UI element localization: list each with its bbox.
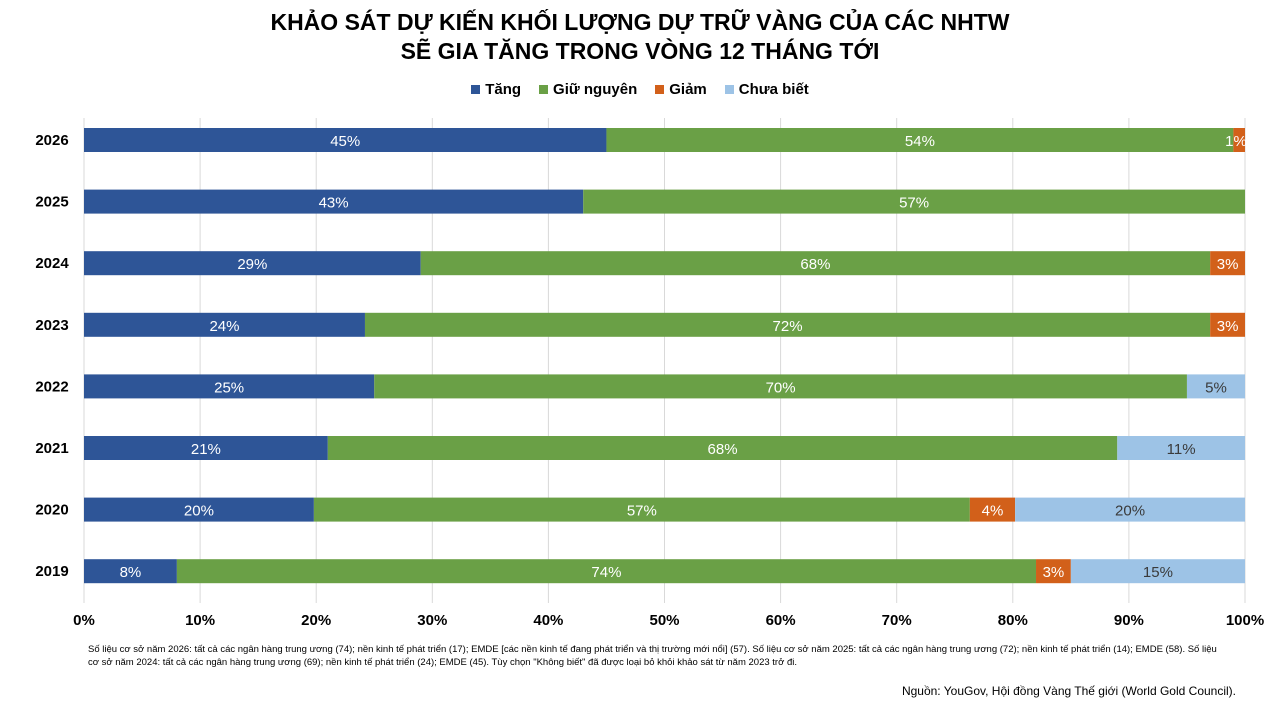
chart-title-line-2: SẼ GIA TĂNG TRONG VÒNG 12 THÁNG TỚI — [400, 38, 880, 64]
data-label: 5% — [1205, 379, 1227, 396]
bar-segment — [583, 189, 1245, 214]
y-category-label: 2019 — [35, 563, 68, 580]
bar-segment — [1070, 559, 1245, 584]
legend-swatch-giu-nguyen — [539, 85, 549, 94]
bar-segment — [1233, 128, 1245, 152]
x-tick-label: 50% — [649, 612, 679, 629]
x-tick-label: 30% — [417, 612, 447, 629]
data-label: 21% — [191, 441, 221, 458]
legend-label-giam: Giảm — [669, 81, 707, 98]
bar-segment — [84, 436, 328, 460]
data-label: 15% — [1143, 564, 1173, 581]
y-category-label: 2025 — [35, 194, 68, 211]
y-category-label: 2020 — [35, 502, 68, 519]
data-label: 68% — [708, 441, 738, 458]
legend-item-chua-biet: Chưa biết — [724, 81, 809, 98]
chart-legend: Tăng Giữ nguyên Giảm Chưa biết — [0, 81, 1280, 98]
y-category-label: 2026 — [35, 132, 68, 149]
data-label: 24% — [209, 318, 239, 335]
data-label: 57% — [899, 195, 929, 212]
bar-segment — [364, 312, 1211, 337]
bar-segment — [1210, 251, 1245, 276]
bar-segment — [327, 436, 1118, 460]
x-tick-label: 70% — [882, 612, 912, 629]
bar-segment — [374, 374, 1187, 399]
bar-segment — [84, 189, 584, 214]
data-label: 4% — [982, 503, 1004, 520]
bar-segment — [84, 312, 365, 337]
x-tick-label: 40% — [533, 612, 563, 629]
bar-segment — [1210, 312, 1245, 337]
x-tick-label: 60% — [766, 612, 796, 629]
data-label: 45% — [330, 133, 360, 150]
data-label: 54% — [905, 133, 935, 150]
bar-segment — [84, 251, 421, 276]
chart-title: KHẢO SÁT DỰ KIẾN KHỐI LƯỢNG DỰ TRỮ VÀNG … — [0, 8, 1280, 66]
x-tick-label: 80% — [998, 612, 1028, 629]
data-label: 20% — [184, 503, 214, 520]
x-tick-label: 20% — [301, 612, 331, 629]
bar-segment — [1036, 559, 1071, 584]
legend-swatch-giam — [655, 85, 665, 94]
y-category-label: 2023 — [35, 317, 68, 334]
bar-segment — [420, 251, 1211, 276]
data-label: 8% — [120, 564, 142, 581]
legend-label-chua-biet: Chưa biết — [738, 81, 809, 98]
bar-segment — [84, 497, 314, 522]
data-label: 43% — [319, 195, 349, 212]
data-label: 20% — [1115, 503, 1145, 520]
bar-segment — [1015, 497, 1245, 522]
bar-segment — [84, 128, 607, 152]
footnote: Số liệu cơ sở năm 2026: tất cả các ngân … — [88, 644, 1217, 668]
x-tick-label: 90% — [1114, 612, 1144, 629]
data-label: 3% — [1043, 564, 1065, 581]
bar-segment — [313, 497, 970, 522]
y-category-label: 2024 — [35, 255, 69, 272]
bar-segment — [1186, 374, 1245, 399]
y-category-label: 2021 — [35, 440, 68, 457]
data-label: 57% — [627, 503, 657, 520]
bar-segment — [84, 559, 177, 584]
legend-swatch-chua-biet — [724, 85, 734, 94]
data-label: 25% — [214, 379, 244, 396]
bar-segment — [969, 497, 1016, 522]
x-tick-label: 10% — [185, 612, 215, 629]
x-tick-label: 0% — [73, 612, 95, 629]
source-note: Nguồn: YouGov, Hội đồng Vàng Thế giới (W… — [901, 684, 1236, 698]
legend-item-giu-nguyen: Giữ nguyên — [539, 81, 637, 98]
legend-item-tang: Tăng — [471, 81, 521, 98]
legend-label-giu-nguyen: Giữ nguyên — [553, 81, 638, 98]
data-label: 72% — [773, 318, 803, 335]
data-label: 1% — [1225, 133, 1247, 150]
bar-segment — [84, 374, 375, 399]
legend-swatch-tang — [471, 85, 481, 94]
x-tick-label: 100% — [1226, 612, 1264, 629]
data-label: 68% — [800, 256, 830, 273]
bar-segment — [1117, 436, 1245, 460]
data-label: 3% — [1217, 318, 1239, 335]
data-label: 70% — [766, 379, 796, 396]
legend-item-giam: Giảm — [655, 81, 707, 98]
bar-segment — [606, 128, 1234, 152]
y-category-label: 2022 — [35, 378, 68, 395]
data-label: 3% — [1217, 256, 1239, 273]
legend-label-tang: Tăng — [485, 81, 522, 98]
data-label: 29% — [237, 256, 267, 273]
data-label: 11% — [1167, 441, 1196, 458]
data-label: 74% — [591, 564, 621, 581]
bar-segment — [176, 559, 1037, 584]
chart-title-line-1: KHẢO SÁT DỰ KIẾN KHỐI LƯỢNG DỰ TRỮ VÀNG … — [270, 9, 1010, 35]
